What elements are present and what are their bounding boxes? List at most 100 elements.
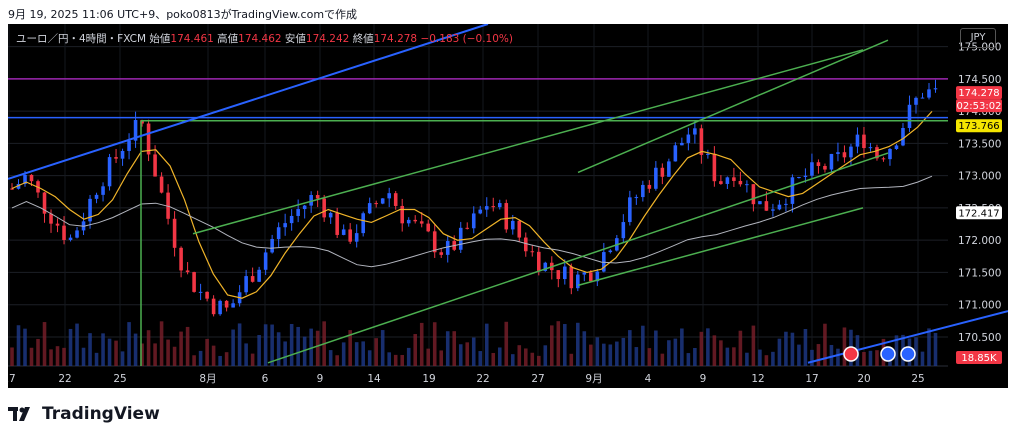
candle-body [777,204,782,210]
volume-bar [510,354,515,366]
candle-body [855,134,860,147]
candle-body [23,174,27,185]
volume-bar [641,325,645,366]
volume-bar [536,355,541,366]
open-value: 174.461 [170,33,214,45]
candle-body [426,223,431,232]
currency-button[interactable]: JPY [960,28,996,48]
volume-bar [504,321,509,366]
volume-bar [270,324,274,366]
candle-body [341,229,346,235]
volume-bar [94,352,99,366]
candle-body [94,194,99,199]
blue-lower-trendline [807,310,1008,364]
volume-bar [439,350,444,366]
volume-bar [179,331,183,366]
candle-body [497,203,502,208]
candle-body [192,272,196,292]
x-tick-label: 17 [805,373,818,385]
candle-body [933,88,938,90]
volume-bar [550,325,554,366]
volume-bar [55,346,60,366]
volume-bar [693,347,697,366]
candle-body [218,300,222,315]
symbol-name: ユーロ／円・4時間・FXCM [16,33,147,45]
candle-body [920,97,925,99]
volume-bar [894,335,899,366]
candle-body [354,233,359,242]
candle-body [491,206,496,208]
candle-body [88,198,92,222]
volume-bar [478,351,483,366]
x-tick-label: 4 [645,373,652,385]
y-tick-label: 171.000 [958,300,1001,312]
volume-bar [16,325,21,366]
candle-body [231,303,235,308]
green-channel-mid [577,39,889,174]
candle-body [888,148,892,160]
volume-bar [159,321,164,366]
candle-body [127,140,131,151]
candle-body [166,192,170,219]
volume-bar [133,333,138,366]
candle-body [335,212,339,235]
volume-bar [484,323,489,366]
volume-bar [10,347,14,366]
volume-bar [706,328,710,366]
price-tag-text: 174.278 [958,88,999,99]
candle-body [543,262,548,271]
green-channel-inner [577,207,864,287]
high-label: 高値 [217,33,239,45]
candle-body [667,161,671,177]
x-tick-label: 25 [113,373,126,385]
volume-bar [296,326,300,366]
candle-body [680,142,684,146]
volume-bar [211,345,216,366]
candle-body [530,251,535,253]
candle-body [881,158,886,160]
volume-bar [283,341,287,366]
volume-bar [432,322,437,366]
volume-bar [244,343,248,366]
volume-bar [829,344,834,366]
chart-area[interactable]: 175.000174.500174.000173.500173.000172.5… [8,24,1008,388]
candle-body [328,212,333,218]
candle-body [504,203,509,230]
candle-body [732,177,736,181]
volume-bar [810,349,814,366]
volume-bar [426,348,431,366]
candle-body [842,152,847,158]
x-tick-label: 20 [857,373,870,385]
volume-bar [784,331,788,366]
volume-bar [49,349,53,366]
volume-bar [569,353,574,366]
volume-bar [348,330,352,366]
candle-body [862,134,866,149]
green-channel-lower [267,152,889,364]
volume-bar [797,344,801,366]
candle-body [244,276,248,293]
volume-bar [589,344,593,366]
symbol-legend: ユーロ／円・4時間・FXCM 始値174.461 高値174.462 安値174… [16,31,513,46]
ma-slow-line [11,175,933,268]
volume-bar [920,351,925,366]
volume-bar [166,339,170,366]
candle-body [146,123,151,155]
candle-body [803,175,808,178]
volume-bar [419,322,424,366]
volume-bar [29,347,34,366]
volume-bar [257,334,261,366]
x-tick-label: 19 [422,373,435,385]
candle-body [576,274,580,289]
price-chart[interactable]: 175.000174.500174.000173.500173.000172.5… [8,24,1008,388]
low-label: 安値 [284,33,306,45]
candle-body [367,203,372,214]
candle-body [439,252,444,255]
candle-body [348,229,352,242]
candle-body [101,186,105,195]
candle-body [641,184,645,198]
price-tag-text: 173.766 [958,121,999,132]
candle-body [62,225,66,240]
candle-body [725,177,730,184]
volume-bar [406,347,411,366]
